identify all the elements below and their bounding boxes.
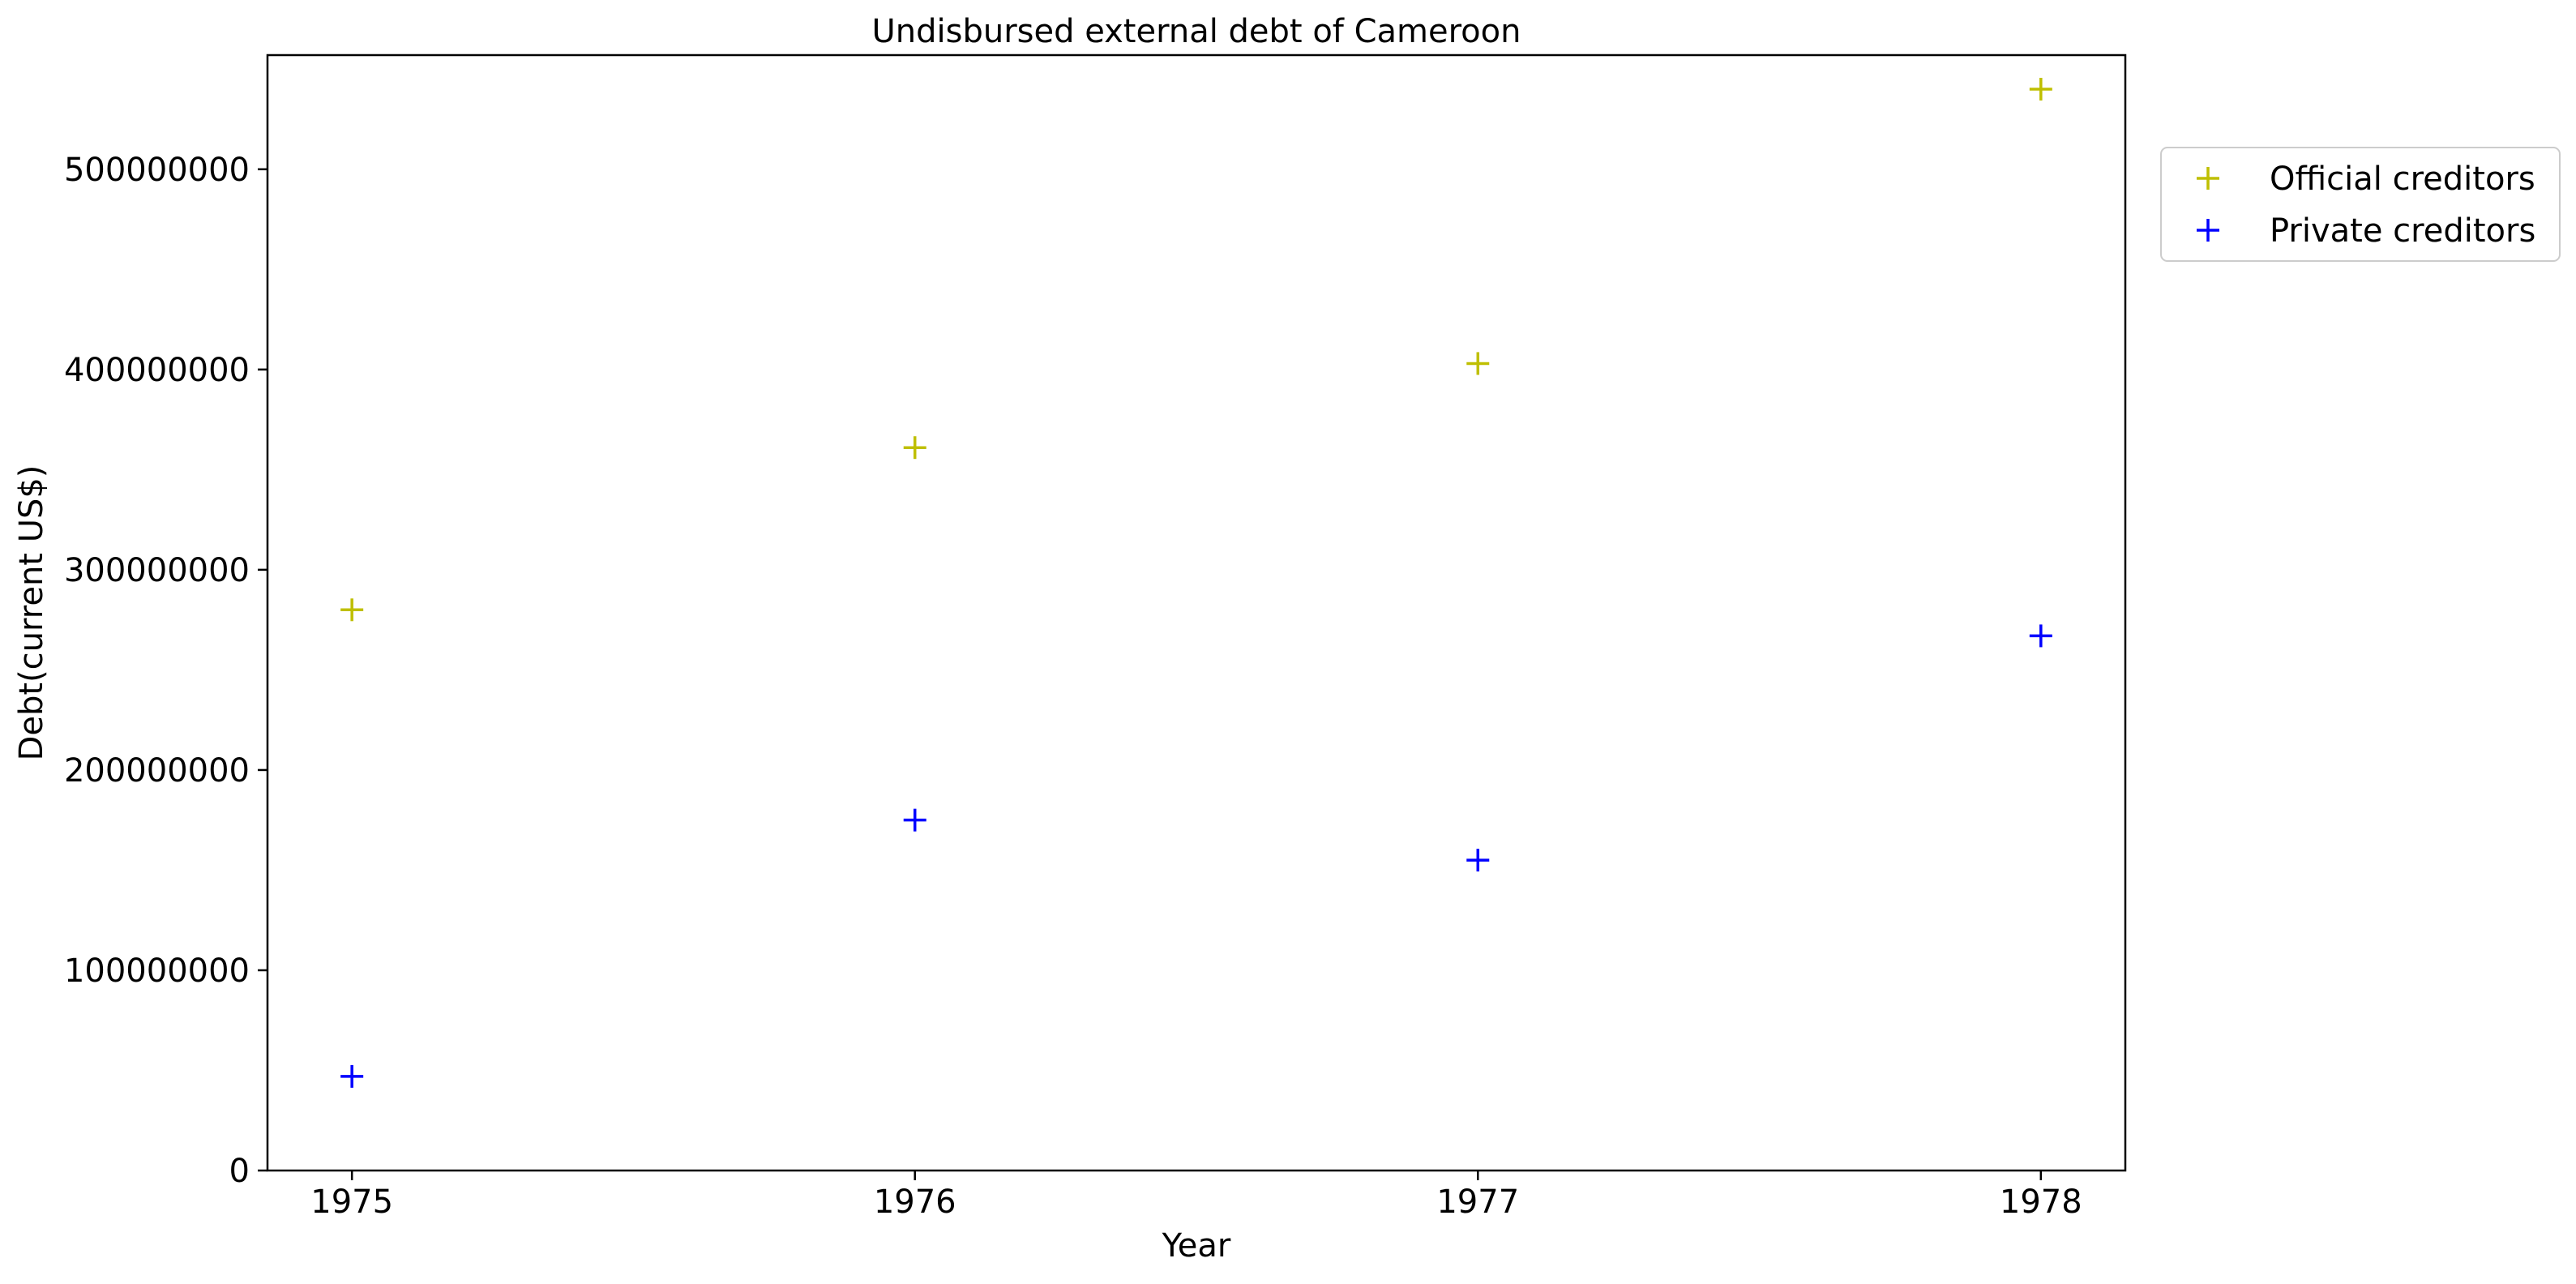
x-axis: 1975 1976 1977 1978 — [310, 1171, 2082, 1221]
series-1 — [340, 77, 2052, 622]
data-point — [340, 598, 364, 622]
y-tick-label: 400000000 — [64, 352, 250, 389]
data-point — [2029, 77, 2052, 101]
y-tick-label: 100000000 — [64, 952, 250, 990]
y-tick-label: 200000000 — [64, 752, 250, 790]
x-axis-label: Year — [1162, 1227, 1231, 1265]
legend-item: Official creditors — [2197, 160, 2535, 198]
legend-label: Official creditors — [2270, 160, 2535, 198]
legend-box — [2160, 147, 2561, 262]
legend-label: Private creditors — [2270, 212, 2535, 250]
data-point — [1466, 849, 1490, 872]
data-points — [340, 77, 2052, 1088]
y-tick-label: 500000000 — [64, 152, 250, 189]
series-2 — [340, 624, 2052, 1088]
y-axis-label: Debt(current US$) — [13, 465, 50, 761]
data-point — [903, 436, 926, 460]
legend-item: Private creditors — [2197, 212, 2535, 250]
x-tick-label: 1978 — [2000, 1183, 2082, 1221]
y-tick-label: 0 — [229, 1153, 250, 1190]
x-tick-label: 1977 — [1436, 1183, 1519, 1221]
plot-area — [266, 54, 2127, 1172]
data-point — [903, 808, 926, 832]
x-tick-label: 1975 — [310, 1183, 393, 1221]
data-point — [2029, 624, 2052, 648]
data-point — [340, 1064, 364, 1088]
y-axis: 0 100000000 200000000 300000000 400000000 500… — [64, 152, 267, 1190]
chart-title: Undisbursed external debt of Cameroon — [872, 13, 1521, 50]
data-point — [1466, 352, 1490, 375]
legend-marker — [2197, 219, 2219, 242]
y-tick-label: 300000000 — [64, 552, 250, 589]
x-tick-label: 1976 — [874, 1183, 956, 1221]
legend-marker — [2197, 167, 2219, 190]
legend: Official creditors Private creditors — [2160, 147, 2561, 262]
